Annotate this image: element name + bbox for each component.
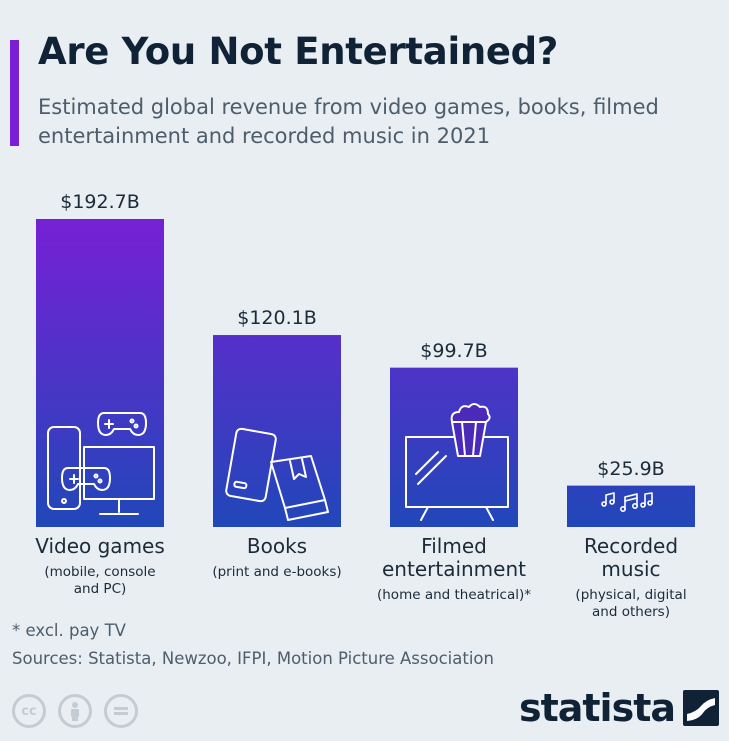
value-label-2: $99.7B [420,339,488,362]
bar-1 [213,335,341,527]
category-label-2: Filmed entertainment (home and theatrical)… [364,535,544,604]
tv-popcorn-icon [405,403,509,521]
books-icon [225,427,329,521]
statista-logo[interactable]: statista [519,686,719,730]
bar-2 [390,367,518,527]
no-derivatives-icon[interactable] [104,694,138,728]
value-label-0: $192.7B [60,191,140,213]
sources-note: Sources: Statista, Newzoo, IFPI, Motion … [12,649,494,668]
title-accent-bar [10,40,19,146]
chart-subtitle: Estimated global revenue from video game… [38,95,659,148]
attribution-icon[interactable] [58,694,92,728]
gaming-devices-icon [47,412,155,515]
category-note-2: (home and theatrical)* [376,587,531,603]
bar-3 [567,485,695,527]
category-note-3: (physical, digital and others) [575,587,687,620]
cc-icon[interactable]: cc [12,694,46,728]
value-label-1: $120.1B [237,307,317,330]
category-label-3: Recorded music (physical, digital and other… [541,535,721,621]
chart-title: Are You Not Entertained? [38,30,559,73]
bar-0 [36,219,164,527]
footnote: * excl. pay TV [12,621,126,640]
music-notes-icon [601,492,653,512]
category-name-1: Books [246,534,308,558]
category-note-0: (mobile, console and PC) [44,564,156,597]
category-label-1: Books (print and e-books) [187,535,367,581]
category-label-0: Video games (mobile, console and PC) [10,535,190,598]
value-label-3: $25.9B [597,457,665,480]
statista-logo-icon [683,690,719,726]
category-name-0: Video games [35,534,165,558]
category-name-3: Recorded music [583,534,679,581]
license-icons: cc [12,694,138,728]
statista-logo-text: statista [518,686,676,730]
category-name-2: Filmed entertainment [382,534,526,581]
category-note-1: (print and e-books) [212,564,342,580]
